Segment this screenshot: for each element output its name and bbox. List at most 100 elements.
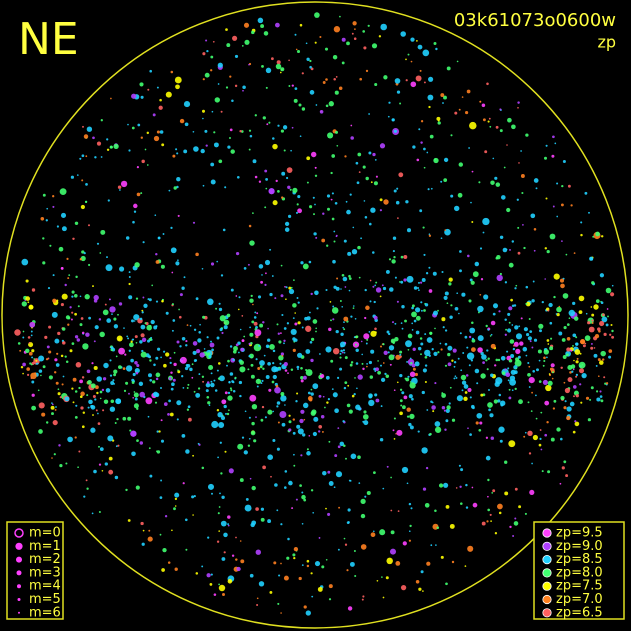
star	[382, 286, 387, 291]
star	[550, 437, 555, 442]
star	[460, 369, 463, 372]
star	[401, 327, 404, 330]
star	[140, 351, 147, 358]
frame-id: 03k61073o0600w	[454, 10, 616, 31]
star	[467, 427, 469, 430]
star	[526, 333, 530, 337]
star	[262, 465, 266, 470]
star	[109, 306, 116, 313]
star	[356, 181, 360, 185]
star	[280, 129, 284, 133]
star	[363, 200, 366, 202]
star	[219, 328, 223, 332]
star	[220, 520, 227, 527]
star	[504, 491, 509, 496]
star	[182, 482, 185, 485]
star	[189, 324, 192, 327]
star	[548, 302, 553, 308]
star	[210, 69, 213, 72]
star	[128, 349, 131, 352]
star	[514, 487, 518, 491]
star	[544, 433, 548, 437]
star	[127, 337, 130, 340]
star	[423, 147, 426, 151]
star	[286, 556, 290, 560]
star	[185, 449, 190, 454]
star	[442, 326, 445, 329]
star	[471, 337, 475, 341]
star	[148, 373, 152, 378]
star	[350, 315, 353, 318]
star	[461, 292, 466, 297]
star	[65, 462, 68, 465]
star	[314, 290, 319, 296]
star	[263, 354, 266, 357]
star	[142, 529, 145, 532]
star	[56, 225, 59, 228]
star	[469, 433, 472, 436]
star	[348, 479, 351, 482]
star	[580, 221, 583, 224]
star	[51, 402, 53, 404]
star	[600, 235, 604, 238]
star	[442, 102, 444, 104]
star	[581, 372, 587, 379]
star	[360, 340, 363, 343]
star	[409, 425, 414, 430]
star	[31, 393, 35, 397]
star	[158, 105, 163, 110]
star	[587, 321, 591, 325]
star	[539, 329, 542, 333]
star	[450, 304, 453, 307]
star	[346, 209, 351, 215]
star	[440, 180, 443, 183]
star	[155, 300, 159, 303]
star	[29, 321, 36, 328]
star	[479, 247, 483, 250]
star	[22, 362, 26, 367]
star	[370, 349, 375, 354]
star	[366, 338, 369, 341]
star	[365, 305, 370, 311]
star	[527, 401, 530, 404]
star	[449, 523, 455, 529]
star	[147, 298, 150, 301]
star	[289, 188, 292, 191]
star	[140, 95, 144, 99]
star	[460, 468, 464, 472]
star	[292, 431, 296, 435]
star	[283, 361, 288, 367]
star	[344, 381, 348, 384]
star	[482, 217, 490, 226]
star	[406, 407, 411, 412]
star	[135, 341, 138, 344]
star	[104, 462, 108, 466]
star	[275, 63, 282, 70]
star	[477, 305, 484, 313]
star	[58, 444, 61, 447]
star	[405, 200, 409, 204]
star	[21, 258, 29, 266]
star	[314, 166, 317, 169]
star	[364, 316, 367, 320]
star	[79, 295, 82, 298]
star	[499, 235, 504, 240]
star	[424, 333, 427, 336]
star	[436, 526, 440, 530]
star	[256, 385, 259, 388]
star	[352, 21, 357, 26]
star	[259, 323, 264, 328]
star	[217, 377, 221, 380]
star	[310, 489, 314, 492]
star	[71, 342, 75, 345]
star	[266, 123, 269, 126]
star	[205, 382, 211, 388]
star	[547, 343, 550, 345]
star	[395, 561, 401, 566]
star	[201, 565, 204, 568]
star	[342, 276, 348, 282]
star	[295, 48, 298, 51]
star	[351, 249, 358, 255]
star	[250, 363, 254, 367]
star	[100, 119, 103, 122]
